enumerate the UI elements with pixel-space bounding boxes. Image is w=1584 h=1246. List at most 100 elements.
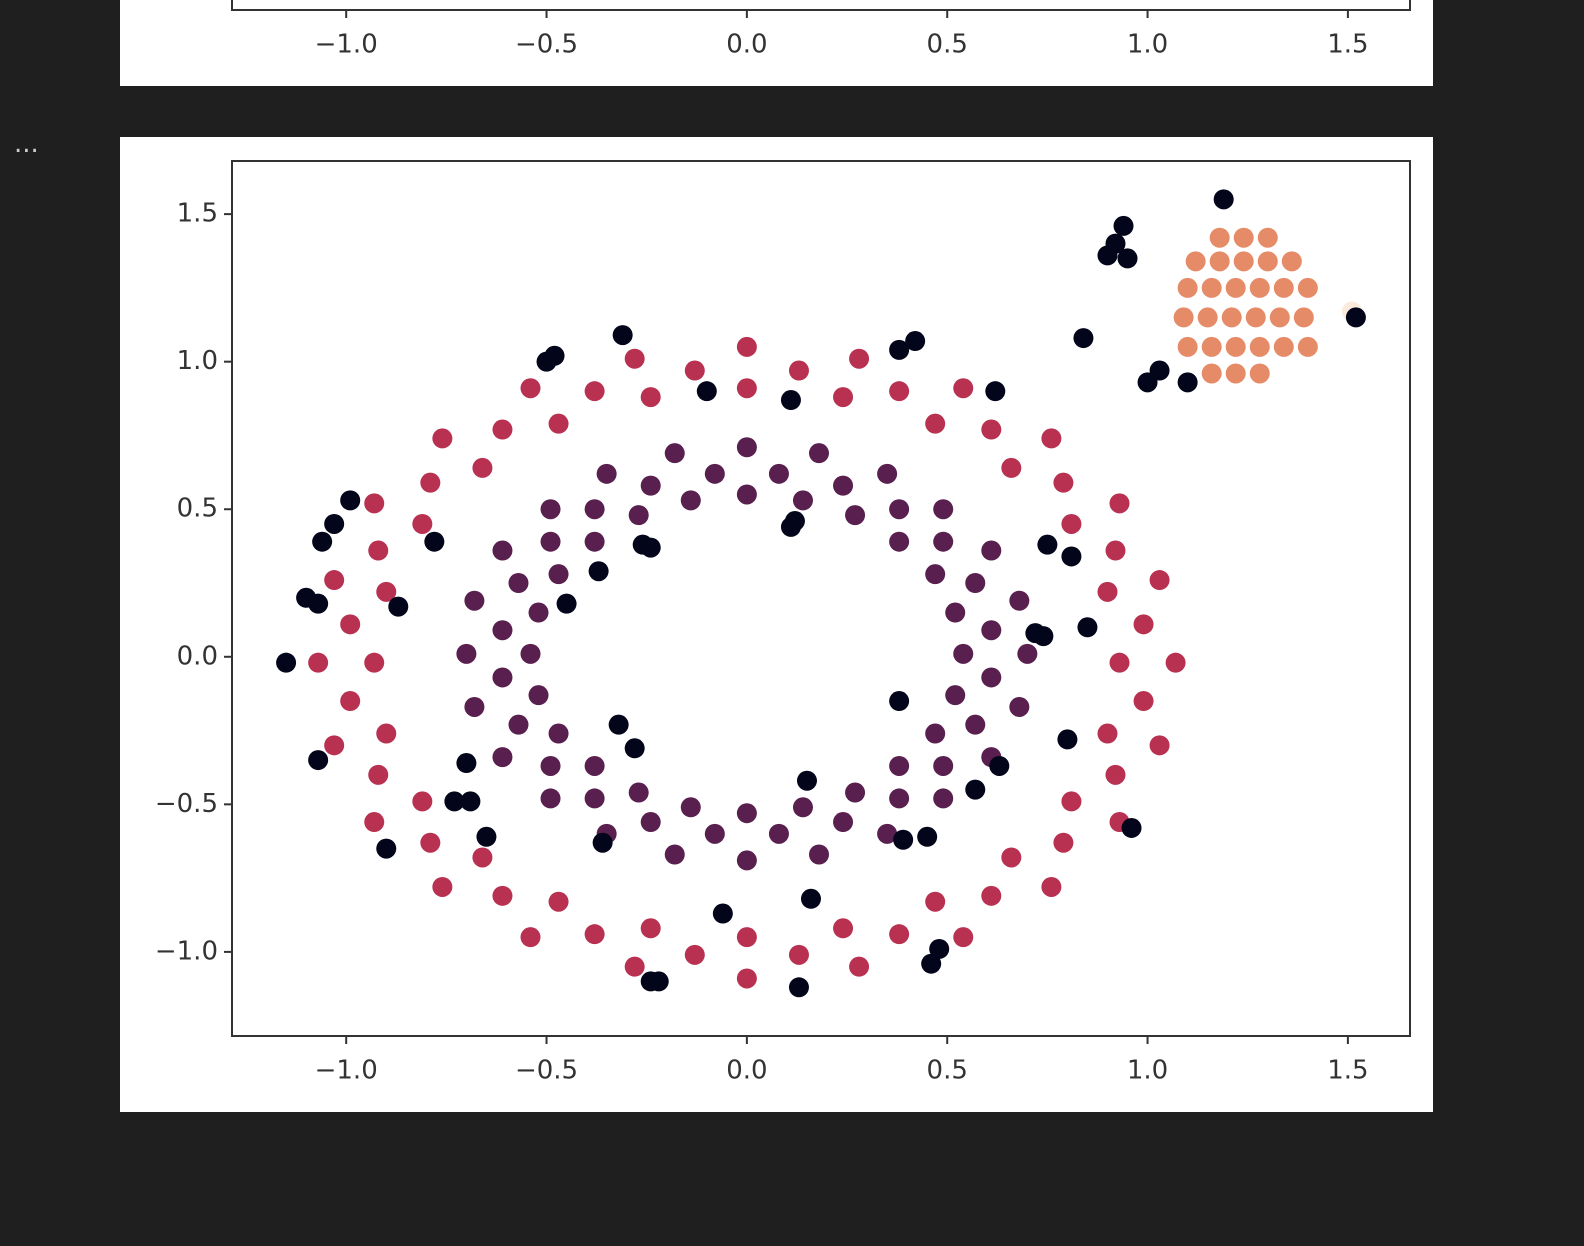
- point: [953, 643, 974, 664]
- point: [1037, 534, 1058, 555]
- point: [492, 885, 513, 906]
- point: [1249, 363, 1270, 384]
- point: [584, 924, 605, 945]
- point: [460, 791, 481, 812]
- point: [1077, 617, 1098, 638]
- point: [640, 537, 661, 558]
- point: [808, 844, 829, 865]
- cell-menu[interactable]: ···: [14, 137, 39, 167]
- point: [464, 590, 485, 611]
- point: [492, 667, 513, 688]
- point: [981, 667, 1002, 688]
- point: [628, 505, 649, 526]
- point: [1033, 626, 1054, 647]
- point: [308, 750, 329, 771]
- output-main: [120, 137, 1433, 1112]
- point: [933, 499, 954, 520]
- point: [540, 499, 561, 520]
- point: [364, 493, 385, 514]
- point: [1061, 791, 1082, 812]
- point: [889, 924, 910, 945]
- point: [889, 339, 910, 360]
- point: [548, 891, 569, 912]
- point: [364, 812, 385, 833]
- point: [388, 596, 409, 617]
- point: [608, 714, 629, 735]
- point: [788, 360, 809, 381]
- point: [648, 971, 669, 992]
- point: [1221, 307, 1242, 328]
- point: [905, 331, 926, 352]
- point: [412, 791, 433, 812]
- point: [376, 838, 397, 859]
- point: [893, 829, 914, 850]
- x-tick-label: −0.5: [515, 30, 578, 60]
- point: [472, 847, 493, 868]
- point: [1121, 817, 1142, 838]
- point: [548, 413, 569, 434]
- point: [1209, 251, 1230, 272]
- point: [308, 652, 329, 673]
- point: [420, 832, 441, 853]
- point: [925, 891, 946, 912]
- point: [1149, 570, 1170, 591]
- point: [640, 475, 661, 496]
- point: [536, 351, 557, 372]
- point: [1197, 307, 1218, 328]
- point: [833, 475, 854, 496]
- y-tick-label: 1.0: [177, 346, 218, 376]
- point: [704, 463, 725, 484]
- point: [1109, 652, 1130, 673]
- point: [933, 531, 954, 552]
- output-top: [120, 0, 1433, 86]
- point: [945, 602, 966, 623]
- point: [612, 325, 633, 346]
- point: [945, 685, 966, 706]
- point: [540, 788, 561, 809]
- point: [1113, 215, 1134, 236]
- point: [1225, 277, 1246, 298]
- point: [520, 643, 541, 664]
- point: [1281, 251, 1302, 272]
- point: [1185, 251, 1206, 272]
- point: [1109, 493, 1130, 514]
- point: [1177, 336, 1198, 357]
- point: [736, 437, 757, 458]
- point: [965, 779, 986, 800]
- point: [472, 457, 493, 478]
- point: [1201, 336, 1222, 357]
- point: [985, 381, 1006, 402]
- point: [780, 516, 801, 537]
- point: [925, 413, 946, 434]
- point: [324, 570, 345, 591]
- point: [800, 888, 821, 909]
- point: [933, 788, 954, 809]
- point: [1249, 336, 1270, 357]
- point: [1257, 251, 1278, 272]
- point: [1117, 248, 1138, 269]
- point: [1249, 277, 1270, 298]
- point: [1133, 614, 1154, 635]
- point: [877, 463, 898, 484]
- point: [921, 953, 942, 974]
- point: [584, 499, 605, 520]
- point: [684, 360, 705, 381]
- point: [1149, 735, 1170, 756]
- point: [432, 428, 453, 449]
- point: [712, 903, 733, 924]
- point: [833, 812, 854, 833]
- point: [1097, 723, 1118, 744]
- point: [1201, 363, 1222, 384]
- point: [889, 691, 910, 712]
- point: [1177, 372, 1198, 393]
- point: [588, 561, 609, 582]
- point: [917, 826, 938, 847]
- point: [1345, 307, 1366, 328]
- x-tick-label: 0.5: [927, 30, 968, 60]
- point: [1225, 336, 1246, 357]
- point: [1097, 245, 1118, 266]
- point: [1165, 652, 1186, 673]
- point: [548, 564, 569, 585]
